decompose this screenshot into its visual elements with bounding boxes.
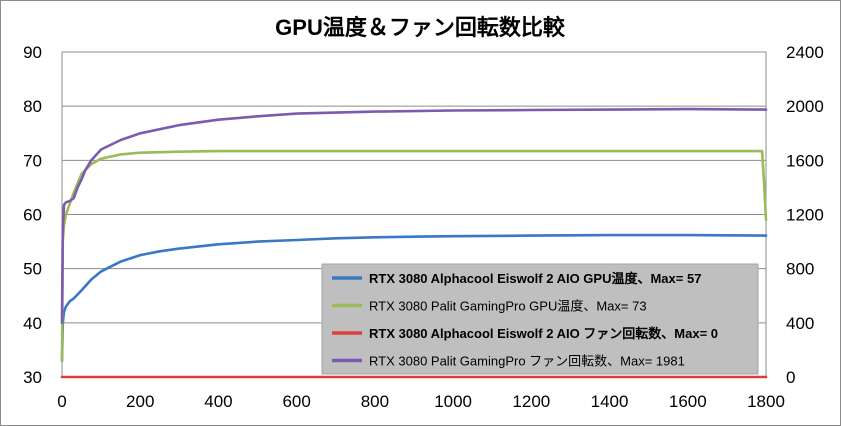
- x-tick-label: 1800: [747, 392, 785, 411]
- y-left-tick-label: 80: [23, 97, 42, 116]
- x-tick-label: 400: [204, 392, 232, 411]
- y-left-tick-label: 50: [23, 260, 42, 279]
- y-right-tick-label: 0: [786, 368, 795, 387]
- series-layer: [60, 107, 768, 379]
- series-line-2: [60, 149, 768, 363]
- y-right-tick-label: 1200: [786, 206, 824, 225]
- y-left-tick-label: 90: [23, 43, 42, 62]
- y-right-tick-label: 1600: [786, 151, 824, 170]
- x-tick-label: 1000: [434, 392, 472, 411]
- y-left-tick-label: 30: [23, 368, 42, 387]
- y-right-tick-label: 2400: [786, 43, 824, 62]
- legend-label-1: RTX 3080 Alphacool Eiswolf 2 AIO GPU温度、M…: [369, 271, 701, 286]
- y-right-tick-label: 400: [786, 314, 814, 333]
- y-right-tick-label: 2000: [786, 97, 824, 116]
- x-tick-label: 1200: [512, 392, 550, 411]
- x-tick-label: 1400: [591, 392, 629, 411]
- legend-label-2: RTX 3080 Palit GamingPro GPU温度、Max= 73: [369, 299, 647, 314]
- series-line-4: [60, 107, 768, 325]
- x-tick-label: 200: [126, 392, 154, 411]
- x-tick-label: 600: [282, 392, 310, 411]
- y-left-tick-label: 70: [23, 151, 42, 170]
- x-tick-label: 1600: [669, 392, 707, 411]
- legend: RTX 3080 Alphacool Eiswolf 2 AIO GPU温度、M…: [321, 263, 759, 375]
- legend-box: [321, 263, 759, 375]
- legend-label-3: RTX 3080 Alphacool Eiswolf 2 AIO ファン回転数、…: [369, 326, 718, 341]
- y-left-tick-label: 40: [23, 314, 42, 333]
- series-line-1: [60, 233, 768, 363]
- y-right-tick-label: 800: [786, 260, 814, 279]
- tick-labels: 30 40 50 60 70 80 90 0 400 800 1200 1600 2000 2400 0 20…: [23, 43, 824, 411]
- y-left-tick-label: 60: [23, 206, 42, 225]
- legend-label-4: RTX 3080 Palit GamingPro ファン回転数、Max= 198…: [369, 354, 685, 369]
- chart-title: GPU温度＆ファン回転数比較: [275, 15, 566, 40]
- x-tick-label: 800: [361, 392, 389, 411]
- x-tick-label: 0: [57, 392, 66, 411]
